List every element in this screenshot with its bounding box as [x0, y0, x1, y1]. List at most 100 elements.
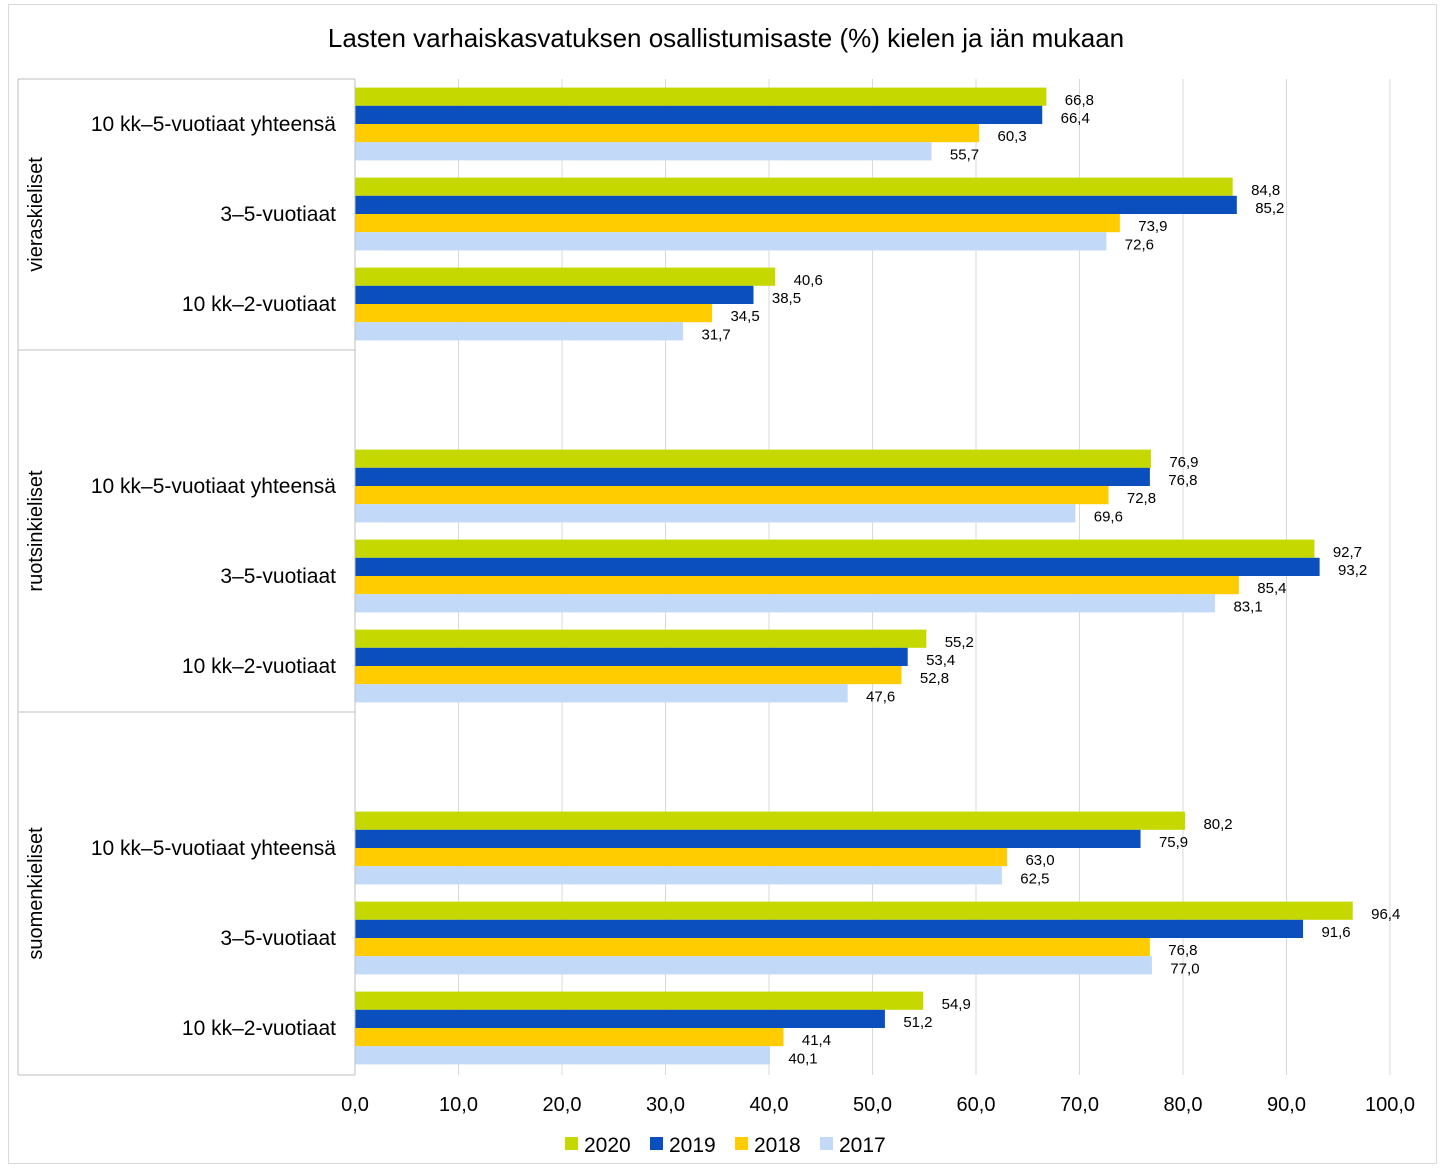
- bar: [355, 848, 1008, 867]
- legend-label: 2019: [669, 1134, 716, 1157]
- group-label: suomenkieliset: [25, 827, 47, 960]
- category-label: 3–5-vuotiaat: [220, 927, 336, 950]
- bar: [355, 214, 1120, 233]
- x-tick-label: 70,0: [1060, 1094, 1099, 1116]
- bar: [355, 124, 980, 143]
- bar: [355, 647, 908, 666]
- category-label: 3–5-vuotiaat: [220, 203, 336, 226]
- x-tick-label: 80,0: [1164, 1094, 1203, 1116]
- x-tick-label: 10,0: [439, 1094, 478, 1116]
- data-label: 47,6: [866, 688, 895, 705]
- bar: [355, 684, 848, 703]
- category-label: 10 kk–5-vuotiaat yhteensä: [91, 113, 336, 136]
- legend-swatch: [735, 1137, 748, 1150]
- bar: [355, 322, 684, 341]
- data-label: 63,0: [1025, 852, 1054, 869]
- data-label: 80,2: [1203, 816, 1232, 833]
- bar: [355, 1046, 771, 1065]
- legend-swatch: [820, 1137, 833, 1150]
- bar: [355, 956, 1152, 975]
- legend-label: 2020: [584, 1134, 631, 1157]
- bar: [355, 938, 1150, 957]
- data-label: 62,5: [1020, 870, 1049, 887]
- x-tick-label: 30,0: [646, 1094, 685, 1116]
- bar: [355, 232, 1107, 251]
- bar: [355, 539, 1315, 558]
- bar: [355, 504, 1076, 523]
- bar: [355, 449, 1151, 468]
- category-label: 3–5-vuotiaat: [220, 565, 336, 588]
- data-label: 40,6: [794, 272, 823, 289]
- data-label: 76,8: [1168, 472, 1197, 489]
- chart-title: Lasten varhaiskasvatuksen osallistumisas…: [328, 23, 1124, 53]
- bar: [355, 576, 1239, 595]
- data-label: 91,6: [1321, 924, 1350, 941]
- data-label: 72,8: [1127, 490, 1156, 507]
- group-label: vieraskieliset: [25, 157, 47, 272]
- data-label: 34,5: [730, 308, 759, 325]
- bar: [355, 1009, 885, 1028]
- bar: [355, 811, 1186, 830]
- bar: [355, 629, 927, 648]
- data-label: 54,9: [942, 996, 971, 1013]
- bar: [355, 142, 932, 161]
- data-label: 83,1: [1233, 598, 1262, 615]
- bar: [355, 195, 1237, 214]
- bar: [355, 467, 1150, 486]
- x-tick-label: 20,0: [543, 1094, 582, 1116]
- category-label: 10 kk–2-vuotiaat: [182, 293, 336, 316]
- bar: [355, 87, 1047, 106]
- data-label: 53,4: [926, 652, 955, 669]
- axes: 0,0 10,0 20,0 30,0 40,0 50,0 60,0 70,0 80,0 90,0 1…: [17, 78, 1415, 1116]
- data-label: 38,5: [772, 290, 801, 307]
- bar: [355, 105, 1043, 124]
- data-label: 96,4: [1371, 906, 1400, 923]
- bar: [355, 919, 1304, 938]
- data-label: 73,9: [1138, 218, 1167, 235]
- data-label: 69,6: [1094, 508, 1123, 525]
- bar: [355, 486, 1109, 505]
- data-label: 41,4: [802, 1032, 831, 1049]
- bars: [355, 87, 1353, 1065]
- category-label: 10 kk–2-vuotiaat: [182, 1017, 336, 1040]
- legend-label: 2018: [754, 1134, 801, 1157]
- data-label: 51,2: [903, 1014, 932, 1031]
- data-label: 76,9: [1169, 454, 1198, 471]
- bar: [355, 557, 1320, 576]
- legend-swatch: [650, 1137, 663, 1150]
- data-label: 92,7: [1333, 544, 1362, 561]
- group-label: ruotsinkieliset: [25, 470, 47, 592]
- data-label: 60,3: [998, 128, 1027, 145]
- x-tick-label: 60,0: [957, 1094, 996, 1116]
- bar: [355, 991, 924, 1010]
- x-tick-label: 90,0: [1267, 1094, 1306, 1116]
- legend: 2020 2019 2018 2017: [565, 1134, 886, 1157]
- bar: [355, 177, 1233, 196]
- x-tick-label: 100,0: [1365, 1094, 1415, 1116]
- data-label: 75,9: [1159, 834, 1188, 851]
- legend-swatch: [565, 1137, 578, 1150]
- data-label: 31,7: [701, 326, 730, 343]
- category-label: 10 kk–2-vuotiaat: [182, 655, 336, 678]
- bar: [355, 304, 713, 323]
- data-label: 85,4: [1257, 580, 1286, 597]
- legend-label: 2017: [839, 1134, 886, 1157]
- category-label: 10 kk–5-vuotiaat yhteensä: [91, 837, 336, 860]
- x-tick-label: 50,0: [853, 1094, 892, 1116]
- data-label: 40,1: [788, 1050, 817, 1067]
- data-label: 66,4: [1061, 110, 1090, 127]
- x-tick-label: 40,0: [750, 1094, 789, 1116]
- bar: [355, 829, 1141, 848]
- data-label: 77,0: [1170, 960, 1199, 977]
- data-label: 93,2: [1338, 562, 1367, 579]
- data-label: 52,8: [920, 670, 949, 687]
- x-tick-label: 0,0: [341, 1094, 369, 1116]
- bar: [355, 285, 754, 304]
- data-label: 72,6: [1125, 236, 1154, 253]
- bar: [355, 267, 776, 286]
- data-label: 55,2: [945, 634, 974, 651]
- bar: [355, 866, 1002, 885]
- data-labels: 66,866,4 60,3 55,7 84,885,2 73,972,6 40,638,5…: [701, 92, 1400, 1068]
- data-label: 84,8: [1251, 182, 1280, 199]
